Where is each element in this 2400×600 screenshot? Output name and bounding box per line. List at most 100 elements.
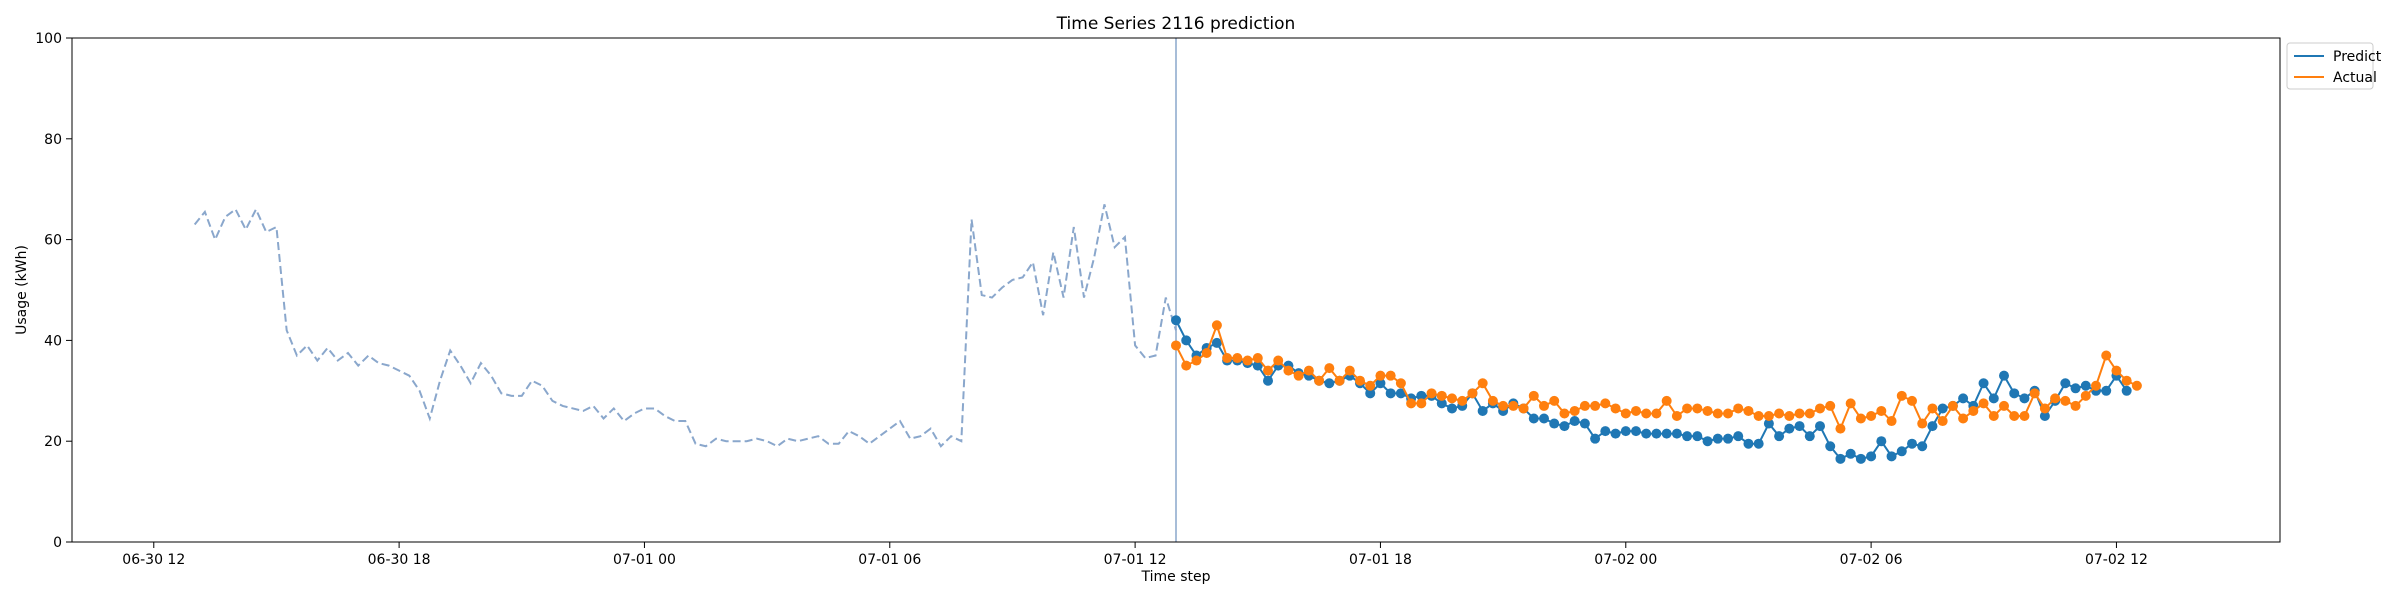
data-point-actual [1222,353,1233,364]
data-point-actual [1498,400,1509,411]
data-point-actual [1620,408,1631,419]
data-point-predict [1682,431,1693,442]
data-point-predict [1539,413,1549,424]
data-point-predict [1815,421,1825,432]
data-point-predict [1171,315,1181,326]
data-point-actual [1600,398,1611,409]
data-point-actual [1549,395,1560,406]
data-point-actual [1181,360,1192,371]
data-point-actual [1855,413,1866,424]
data-point-actual [2131,380,2142,391]
data-point-actual [1528,390,1539,401]
data-point-actual [1753,411,1764,421]
data-point-actual [1978,398,1989,409]
data-point-actual [1477,378,1488,389]
data-point-actual [1273,355,1284,366]
data-point-predict [2070,383,2081,394]
data-point-actual [2101,350,2112,361]
data-point-predict [1999,370,2009,381]
plot-area [193,38,2142,542]
data-point-actual [1283,365,1294,376]
data-point-predict [1252,360,1263,371]
chart-title: Time Series 2116 prediction [1056,14,1296,34]
data-point-actual [1866,411,1877,421]
data-point-actual [1692,403,1703,414]
data-point-actual [1211,320,1222,331]
data-point-actual [1947,400,1958,411]
data-point-actual [1201,348,1212,358]
data-point-predict [1723,433,1733,444]
data-point-actual [1467,388,1478,399]
data-point-actual [1344,365,1355,376]
data-point-predict [1763,418,1774,429]
data-point-actual [1539,400,1549,411]
data-point-predict [1375,378,1386,389]
data-point-actual [1365,380,1376,391]
data-point-actual [1395,378,1406,389]
data-point-predict [2101,385,2112,396]
data-point-predict [1917,441,1928,452]
data-point-actual [2019,411,2030,421]
x-tick-label: 07-01 06 [858,552,921,568]
data-point-actual [2029,388,2040,399]
data-point-predict [1804,431,1815,442]
data-point-predict [1784,423,1795,434]
data-point-predict [2039,411,2050,421]
data-point-predict [1825,441,1836,452]
data-point-predict [2009,388,2020,399]
data-point-actual [1804,408,1815,419]
y-tick-label: 40 [44,333,62,349]
data-point-actual [1569,405,1580,416]
data-point-actual [1293,370,1304,381]
data-point-predict [1610,428,1621,439]
data-point-predict [1416,390,1427,401]
data-point-actual [1508,400,1519,411]
data-point-actual [1845,398,1856,409]
data-point-predict [1395,388,1406,399]
data-point-actual [1436,390,1447,401]
legend: Predict Actual [2286,42,2382,90]
data-point-actual [1487,395,1498,406]
data-point-actual [1733,403,1744,414]
x-tick-label: 07-02 00 [1594,552,1657,568]
data-point-predict [1835,453,1846,464]
data-point-predict [1181,335,1192,346]
data-point-actual [1314,375,1325,386]
data-point-actual [1303,365,1314,376]
x-tick-label: 06-30 18 [368,552,431,568]
data-point-actual [2121,375,2132,386]
data-point-predict [1855,453,1866,464]
legend-label-predict: Predict [2333,49,2382,65]
data-point-actual [1559,408,1570,419]
data-point-actual [1631,405,1641,416]
data-point-predict [1569,416,1580,427]
data-point-actual [1661,395,1672,406]
data-point-actual [2080,390,2091,401]
y-tick-label: 100 [35,31,62,47]
data-point-predict [2019,393,2030,404]
data-point-predict [1907,438,1917,449]
x-tick-label: 07-01 12 [1104,552,1167,568]
data-point-actual [1917,418,1928,429]
x-axis-label: Time step [1141,569,1211,585]
series-line-predict [1175,319,2128,461]
data-point-actual [1876,405,1887,416]
data-point-actual [1447,393,1457,404]
data-point-actual [1958,413,1969,424]
data-point-predict [1324,378,1335,389]
data-point-predict [1774,431,1785,442]
data-point-predict [1263,375,1273,386]
data-point-actual [1355,375,1365,386]
data-point-predict [1702,436,1713,447]
x-tick-label: 07-01 18 [1349,552,1412,568]
data-point-actual [2070,400,2081,411]
y-axis-label: Usage (kWh) [14,245,30,335]
data-point-actual [1774,408,1785,419]
data-point-actual [1406,398,1417,409]
axes-frame [71,37,2281,543]
data-point-predict [1600,426,1611,437]
y-tick-label: 80 [44,132,62,148]
data-point-actual [1794,408,1805,419]
data-point-predict [1937,403,1948,414]
